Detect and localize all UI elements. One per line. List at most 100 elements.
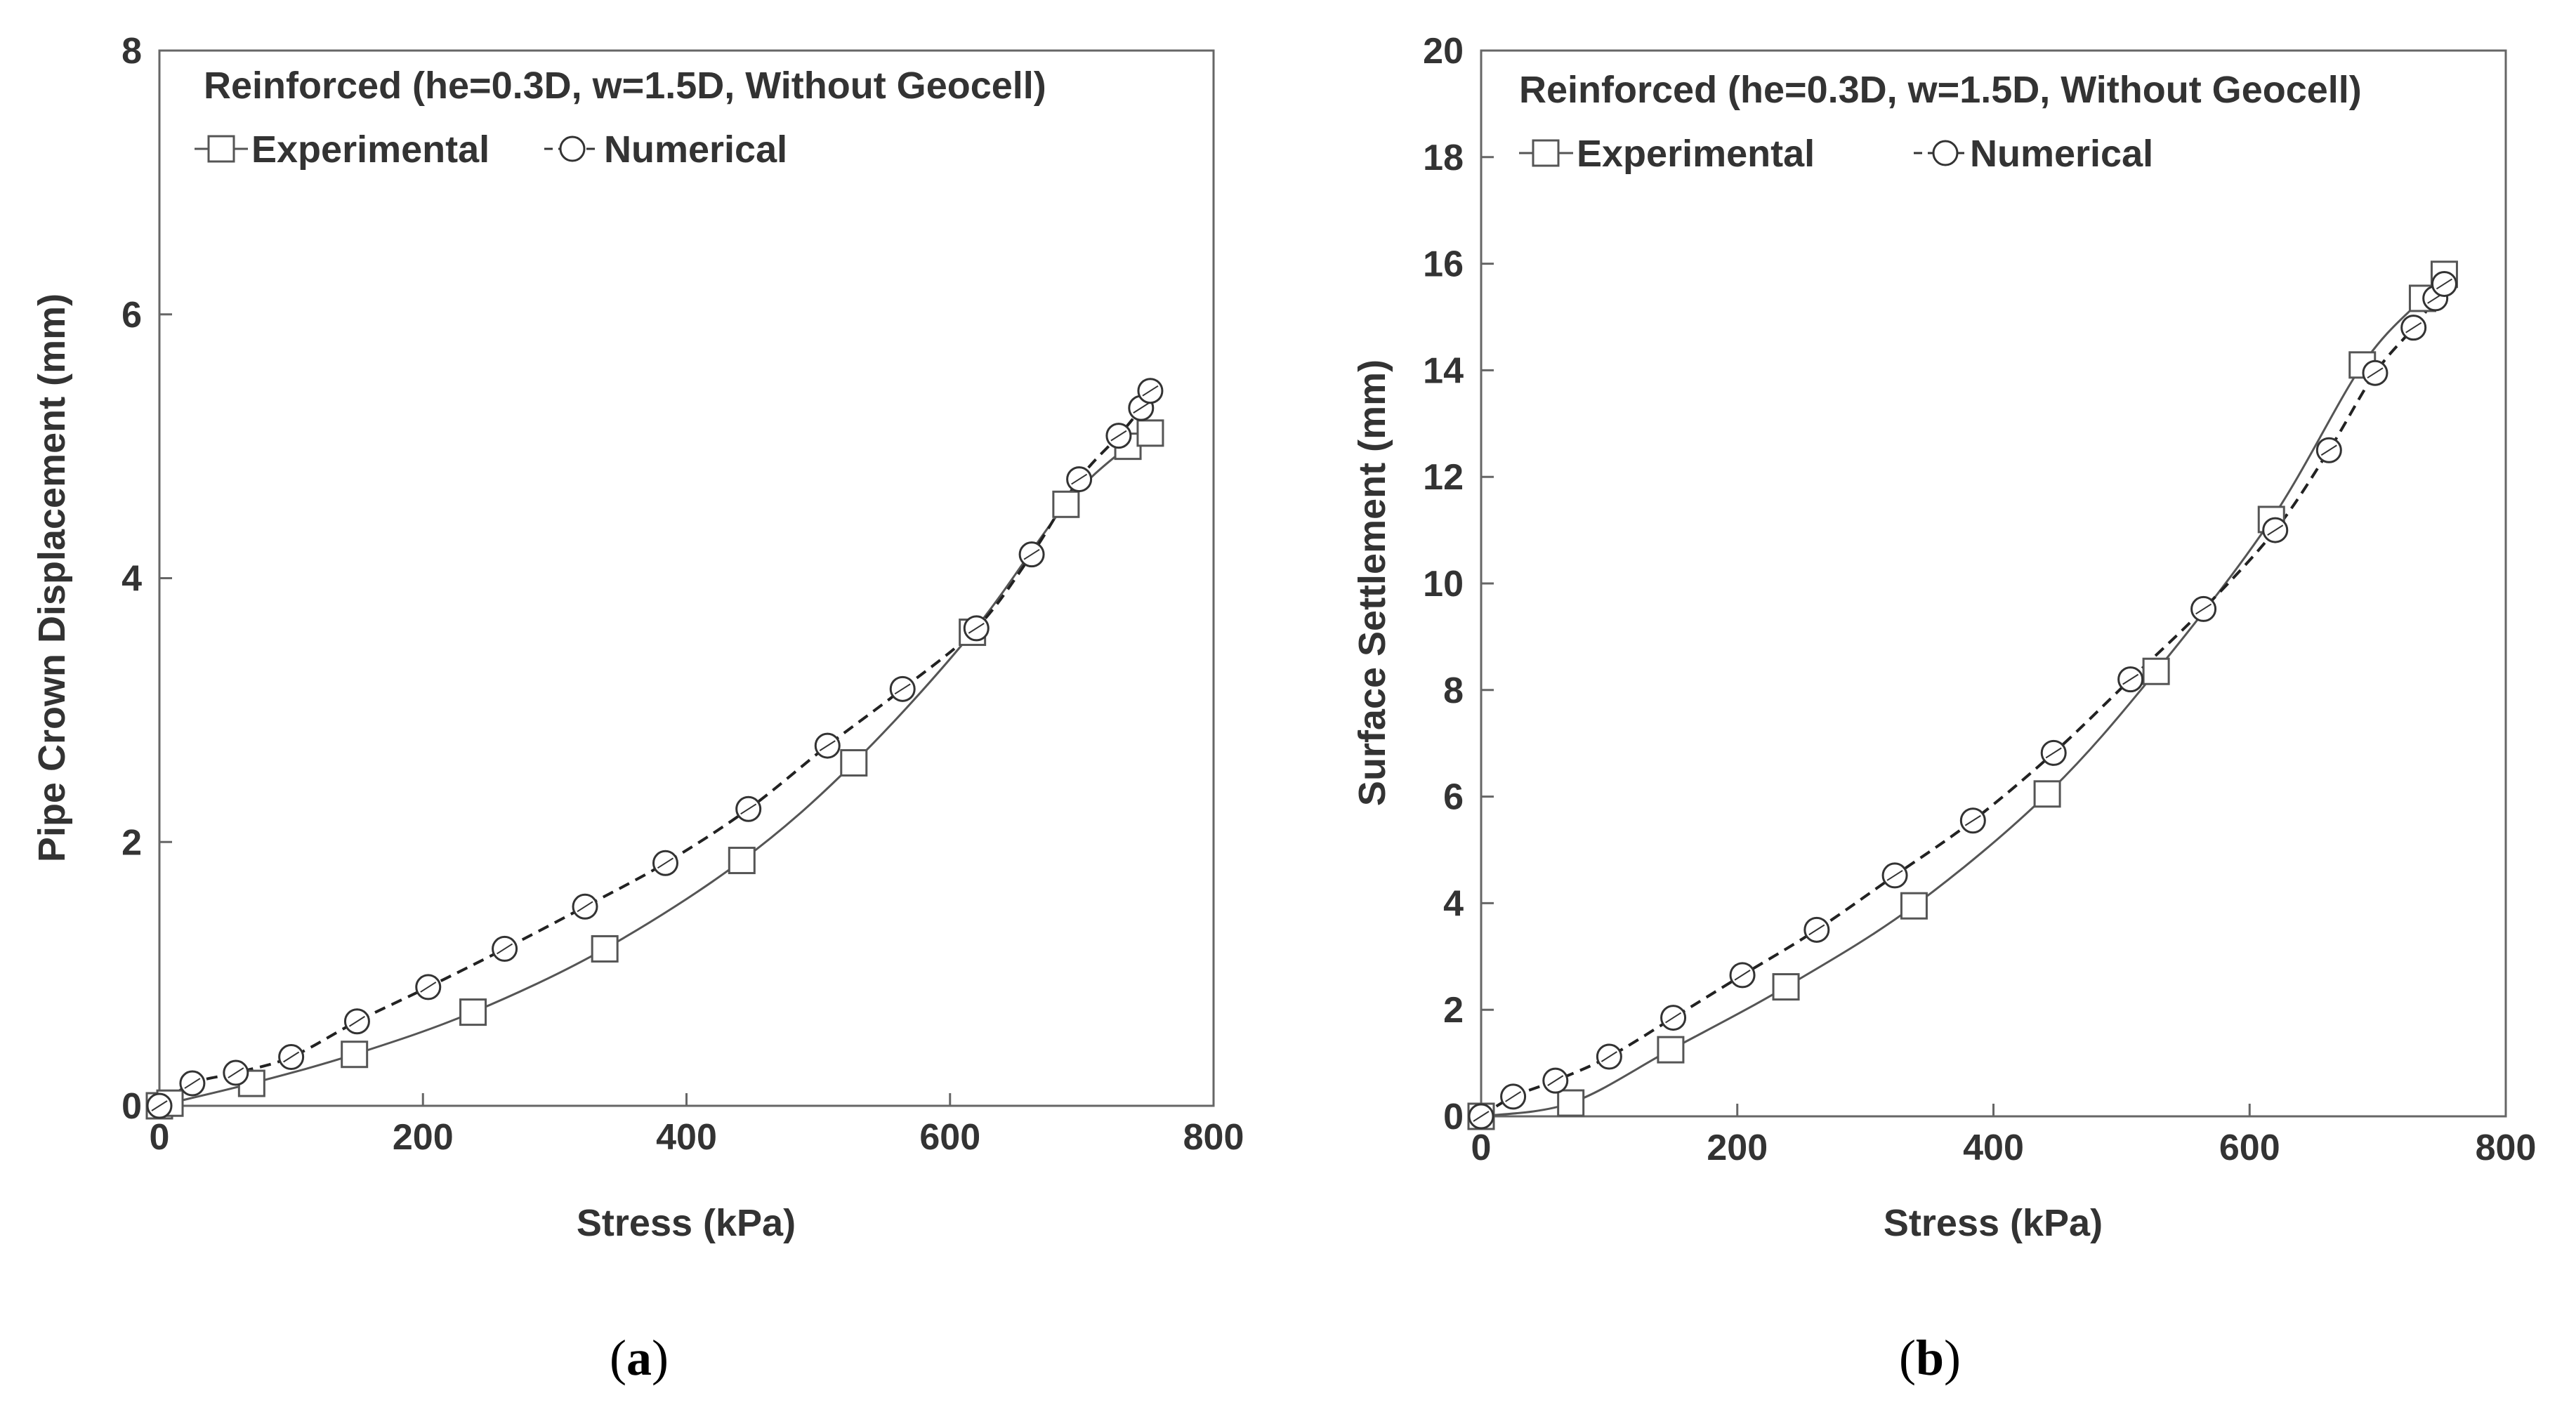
legend-numerical-label-b: Numerical <box>1970 133 2153 175</box>
point-slash-numerical-b-2 <box>1547 1075 1564 1086</box>
legend-title-b: Reinforced (he=0.3D, w=1.5D, Without Geo… <box>1519 69 2362 111</box>
point-slash-numerical-a-9 <box>740 803 757 815</box>
point-numerical-a-15 <box>1105 423 1132 449</box>
legend-b: Experimental Numerical <box>1519 133 2153 175</box>
point-slash-numerical-b-17 <box>2436 278 2452 290</box>
point-numerical-b-1 <box>1500 1083 1527 1110</box>
point-slash-numerical-a-7 <box>577 901 593 913</box>
panel-label-a: (a) <box>610 1330 669 1386</box>
chart-panel-a: 0 200 400 600 800 0 2 4 6 8 Reinforced (he=0.3D, … <box>31 31 1244 1386</box>
point-slash-numerical-a-5 <box>420 982 437 993</box>
y-tick-label-b-6: 6 <box>1443 777 1464 818</box>
y-tick-label-b-16: 16 <box>1423 244 1464 285</box>
point-numerical-a-12 <box>963 615 990 642</box>
y-tick-label-b-2: 2 <box>1443 990 1464 1031</box>
y-tick-label-a-2: 2 <box>121 822 142 863</box>
point-slash-numerical-a-15 <box>1110 430 1127 442</box>
point-slash-numerical-a-3 <box>283 1051 300 1063</box>
y-tick-label-b-18: 18 <box>1423 138 1464 178</box>
point-slash-numerical-a-16 <box>1133 402 1150 414</box>
point-slash-numerical-b-10 <box>2122 673 2139 685</box>
point-numerical-b-8 <box>1959 807 1986 834</box>
x-tick-label-b-600: 600 <box>2219 1128 2280 1168</box>
point-slash-numerical-a-10 <box>819 740 836 751</box>
point-numerical-b-0 <box>1468 1103 1494 1130</box>
point-experimental-a-11 <box>1136 419 1164 447</box>
point-numerical-b-17 <box>2431 270 2457 297</box>
point-experimental-a-6 <box>728 847 756 875</box>
point-numerical-b-6 <box>1803 916 1830 943</box>
point-slash-numerical-b-1 <box>1505 1091 1522 1102</box>
point-numerical-a-14 <box>1066 466 1093 493</box>
x-axis-title-b: Stress (kPa) <box>1884 1202 2103 1244</box>
series-markers-b <box>1467 260 2458 1130</box>
x-tick-label-a-400: 400 <box>656 1117 717 1158</box>
legend-numerical-marker-b <box>1932 140 1959 166</box>
point-numerical-a-17 <box>1137 378 1164 404</box>
series-line-numerical-a <box>158 390 1152 1107</box>
y-tick-label-a-8: 8 <box>121 31 142 72</box>
point-numerical-a-10 <box>814 732 841 759</box>
panel-label-b: (b) <box>1899 1330 1961 1386</box>
point-slash-numerical-a-4 <box>348 1015 365 1027</box>
point-experimental-a-9 <box>1052 490 1080 518</box>
point-numerical-b-10 <box>2117 666 2144 693</box>
point-slash-numerical-b-11 <box>2195 603 2212 615</box>
point-slash-numerical-a-17 <box>1142 385 1159 397</box>
y-tick-label-b-12: 12 <box>1423 457 1464 498</box>
axis-tick-labels-a: 0 200 400 600 800 0 2 4 6 8 <box>121 31 1244 1158</box>
point-experimental-b-5 <box>2033 780 2061 808</box>
x-tick-label-b-0: 0 <box>1471 1128 1492 1168</box>
legend-experimental-marker-b <box>1532 139 1560 167</box>
point-slash-numerical-b-0 <box>1473 1111 1490 1122</box>
series-markers-a <box>145 378 1164 1120</box>
point-experimental-b-6 <box>2142 657 2170 685</box>
point-slash-numerical-a-14 <box>1071 473 1088 485</box>
point-experimental-b-1 <box>1557 1089 1585 1117</box>
legend-numerical-marker-a <box>559 136 586 162</box>
panel-letter-a: a <box>626 1330 652 1386</box>
point-slash-numerical-a-1 <box>184 1078 201 1089</box>
panel-letter-b: b <box>1916 1330 1944 1386</box>
point-numerical-a-6 <box>492 935 518 962</box>
x-tick-label-a-800: 800 <box>1183 1117 1244 1158</box>
point-experimental-a-4 <box>459 998 487 1026</box>
x-tick-label-b-800: 800 <box>2476 1128 2537 1168</box>
point-experimental-b-3 <box>1772 973 1800 1001</box>
point-numerical-a-8 <box>652 850 678 876</box>
point-slash-numerical-b-13 <box>2320 444 2337 456</box>
point-numerical-a-4 <box>343 1008 370 1035</box>
y-tick-label-a-6: 6 <box>121 295 142 336</box>
point-numerical-a-13 <box>1018 541 1045 568</box>
y-tick-label-b-14: 14 <box>1423 350 1464 391</box>
x-axis-title-a: Stress (kPa) <box>577 1202 796 1244</box>
point-slash-numerical-b-7 <box>1886 870 1903 881</box>
x-tick-label-b-200: 200 <box>1707 1128 1768 1168</box>
point-numerical-a-9 <box>735 795 762 822</box>
point-numerical-a-5 <box>415 974 442 1000</box>
point-numerical-b-9 <box>2040 739 2067 766</box>
point-slash-numerical-a-12 <box>968 623 985 634</box>
point-numerical-a-0 <box>146 1092 173 1119</box>
point-numerical-a-7 <box>572 893 598 920</box>
y-tick-label-b-0: 0 <box>1443 1097 1464 1137</box>
axis-tick-labels-b: 0 200 400 600 800 0 2 4 6 8 10 12 14 16 18 20 <box>1423 31 2536 1168</box>
point-experimental-a-5 <box>591 934 619 963</box>
point-numerical-b-3 <box>1596 1043 1622 1070</box>
x-tick-label-b-400: 400 <box>1963 1128 2024 1168</box>
point-numerical-a-11 <box>889 675 916 702</box>
series-line-numerical-b <box>1480 283 2446 1118</box>
point-slash-numerical-b-5 <box>1734 970 1751 981</box>
x-tick-label-a-200: 200 <box>393 1117 454 1158</box>
point-numerical-b-14 <box>2362 359 2388 386</box>
point-numerical-b-12 <box>2262 517 2289 543</box>
legend-experimental-label-b: Experimental <box>1577 133 1815 175</box>
point-numerical-b-5 <box>1729 962 1756 989</box>
y-axis-title-b: Surface Settlement (mm) <box>1351 359 1393 806</box>
y-tick-label-b-8: 8 <box>1443 671 1464 711</box>
point-numerical-b-15 <box>2400 315 2427 341</box>
legend-experimental-marker-a <box>207 135 235 163</box>
point-slash-numerical-b-14 <box>2367 367 2384 379</box>
y-axis-title-a: Pipe Crown Displacement (mm) <box>31 293 73 862</box>
